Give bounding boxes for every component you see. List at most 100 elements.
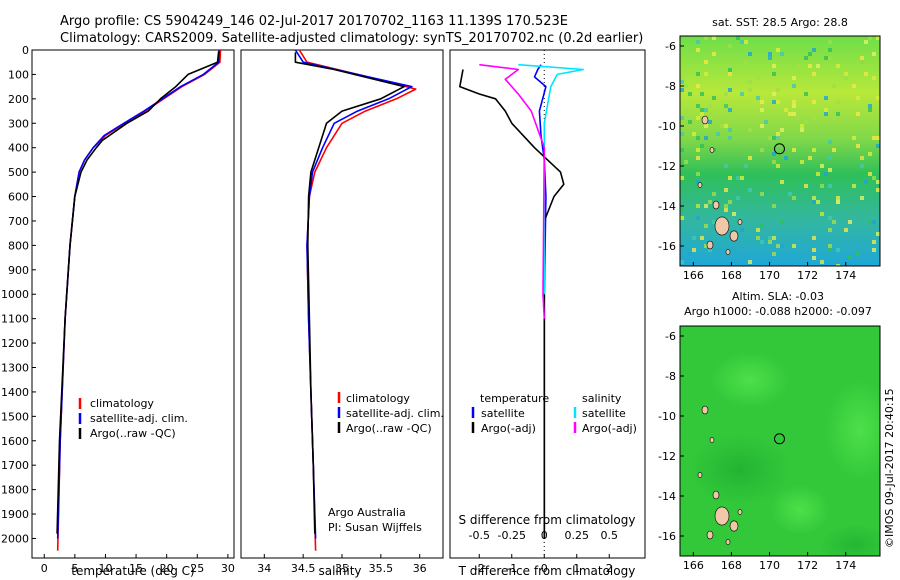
sst-pixel xyxy=(812,116,816,120)
sst-pixel xyxy=(760,240,764,244)
island-shape xyxy=(709,437,715,443)
depth-tick-label: 200 xyxy=(8,93,29,106)
sst-pixel xyxy=(708,104,712,108)
sla-title-line-2: Argo h1000: -0.088 h2000: -0.097 xyxy=(684,305,872,318)
temperature-panel: 0100200300400500600700800900100011001200… xyxy=(1,44,235,578)
sst-pixel xyxy=(828,184,832,188)
sst-pixel xyxy=(788,112,792,116)
sla-map-axes: 166 168 170 172 174 -6 -8 -10 -12 -14 -16 xyxy=(658,330,856,572)
legend-satellite-label: satellite-adj. clim. xyxy=(346,407,444,420)
sst-pixel xyxy=(856,144,860,148)
sst-pixel xyxy=(680,148,684,152)
legend-argo-label: Argo(..raw -QC) xyxy=(90,427,176,440)
sst-pixel xyxy=(704,72,708,76)
imos-copyright: ©IMOS 09-Jul-2017 20:40:15 xyxy=(883,388,896,548)
sst-pixel xyxy=(680,208,684,212)
sst-pixel xyxy=(772,136,776,140)
sst-pixel xyxy=(812,256,816,260)
sst-pixel xyxy=(680,132,684,136)
temperature-axes-frame xyxy=(31,49,235,559)
sst-pixel xyxy=(764,120,768,124)
t-difference-tick-label: 0 xyxy=(541,562,548,575)
sst-pixel xyxy=(808,64,812,68)
sst-pixel xyxy=(680,176,684,180)
lat-tick-label: -8 xyxy=(665,370,676,383)
sst-pixel xyxy=(760,148,764,152)
sst-pixel xyxy=(792,84,796,88)
island-shape xyxy=(737,219,743,225)
sst-pixel xyxy=(780,52,784,56)
depth-tick-label: 900 xyxy=(8,264,29,277)
sst-pixel xyxy=(836,196,840,200)
sst-pixel xyxy=(756,228,760,232)
header-line-1: Argo profile: CS 5904249_146 02-Jul-2017… xyxy=(60,14,568,29)
sst-pixel xyxy=(740,92,744,96)
temperature-tick-label: 20 xyxy=(160,562,174,575)
sst-pixel xyxy=(712,220,716,224)
sst-pixel xyxy=(856,112,860,116)
sst-pixel xyxy=(696,148,700,152)
salinity-tick-label: 35 xyxy=(335,562,349,575)
island-shape xyxy=(697,182,703,188)
sst-pixel xyxy=(828,40,832,44)
difference-lines xyxy=(458,63,585,539)
sst-pixel xyxy=(716,132,720,136)
sst-pixel xyxy=(776,164,780,168)
sst-pixel xyxy=(712,192,716,196)
lon-tick-label: 174 xyxy=(835,559,856,572)
sst-pixel xyxy=(712,52,716,56)
sst-pixel xyxy=(696,172,700,176)
sst-pixel xyxy=(756,76,760,80)
lon-tick-label: 170 xyxy=(759,559,780,572)
sst-pixel xyxy=(820,184,824,188)
sst-pixel xyxy=(696,180,700,184)
sst-pixel xyxy=(724,164,728,168)
argo-location-marker xyxy=(773,143,785,155)
sst-pixel xyxy=(692,132,696,136)
sst-pixel xyxy=(688,120,692,124)
sst-pixel xyxy=(852,136,856,140)
sst-pixel xyxy=(708,200,712,204)
sst-pixel xyxy=(864,40,868,44)
depth-tick-label: 1900 xyxy=(1,508,29,521)
sst-pixel xyxy=(812,100,816,104)
sst-pixel xyxy=(872,136,876,140)
depth-tick-label: 1500 xyxy=(1,410,29,423)
sst-pixel xyxy=(684,160,688,164)
sst-pixel xyxy=(728,200,732,204)
sst-pixel xyxy=(712,36,716,40)
legend-climatology-label: climatology xyxy=(90,397,154,410)
legend-temp-satellite-label: satellite xyxy=(481,407,525,420)
sst-pixel xyxy=(772,92,776,96)
sla-high-anomaly xyxy=(770,485,830,535)
depth-tick-label: 0 xyxy=(22,44,29,57)
sst-pixel xyxy=(720,124,724,128)
sst-map-panel: sat. SST: 28.5 Argo: 28.8 166 168 170 172 17… xyxy=(658,16,881,282)
sst-pixel xyxy=(780,244,784,248)
sst-pixel xyxy=(692,248,696,252)
lon-tick-label: 168 xyxy=(721,559,742,572)
sst-pixel xyxy=(748,128,752,132)
sst-pixel xyxy=(756,236,760,240)
sst-pixel xyxy=(776,132,780,136)
sst-pixel xyxy=(872,240,876,244)
sla-title-line-1: Altim. SLA: -0.03 xyxy=(732,290,824,303)
sst-pixel xyxy=(700,112,704,116)
sst-pixel xyxy=(728,64,732,68)
sst-pixel xyxy=(696,72,700,76)
sla-high-anomaly xyxy=(710,352,790,408)
sst-pixel xyxy=(728,72,732,76)
lat-tick-label: -6 xyxy=(665,40,676,53)
sst-pixel xyxy=(868,220,872,224)
depth-tick-label: 1800 xyxy=(1,484,29,497)
t-difference-tick-label: -1 xyxy=(506,562,517,575)
sst-pixel xyxy=(760,124,764,128)
sst-pixel xyxy=(736,176,740,180)
sst-pixel xyxy=(680,116,684,120)
sst-pixel xyxy=(744,60,748,64)
lat-tick-label: -14 xyxy=(658,490,676,503)
sst-pixel xyxy=(792,104,796,108)
sst-pixel xyxy=(688,252,692,256)
sst-pixel xyxy=(860,196,864,200)
sst-pixel xyxy=(704,204,708,208)
